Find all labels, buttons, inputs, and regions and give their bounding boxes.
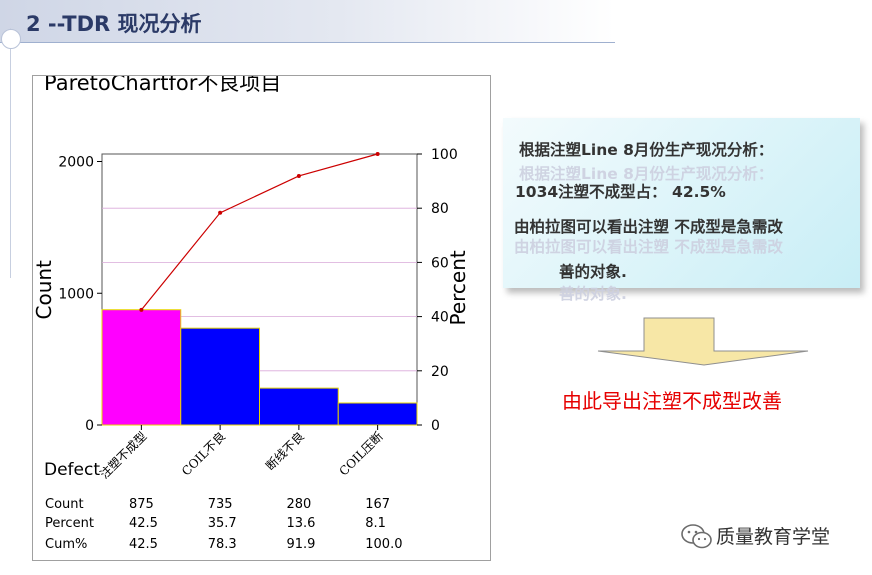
right-tick-label: 40: [431, 310, 449, 326]
cumulative-point-1: [139, 307, 144, 312]
cumulative-point-3: [296, 173, 301, 178]
plot-area: 0 1000 2000 0 20 40 60 80 100 注塑不成型 COIL不良 断线不良 COIL…: [58, 147, 457, 482]
data-table: Count 875 735 280 167 Percent 42.5 35.7 13.6 8.1 C…: [45, 497, 402, 552]
analysis-line1-reflection: 根据注塑Line 8月份生产现况分析：: [519, 165, 774, 183]
left-tick-label: 1000: [58, 286, 94, 302]
chart-title: ParetoChartfor不良项目: [44, 76, 281, 95]
left-tick-label: 0: [85, 418, 94, 434]
watermark-text: 质量教育学堂: [716, 526, 831, 548]
cumulative-point-2: [218, 210, 223, 215]
analysis-line4-reflection: 善的对象.: [559, 285, 627, 303]
analysis-line4: 善的对象.: [559, 263, 627, 281]
cumulative-line: [140, 153, 378, 311]
slide-title: 2 --TDR 现况分析: [26, 12, 202, 36]
table-cell: 42.5: [129, 537, 158, 552]
right-tick-label: 20: [431, 364, 449, 380]
table-cell: 13.6: [287, 516, 316, 531]
y-axis-label-right: Percent: [446, 250, 470, 325]
analysis-line1: 根据注塑Line 8月份生产现况分析：: [519, 141, 774, 159]
decorative-line: [10, 28, 11, 278]
wechat-icon: [681, 524, 712, 549]
category-label-2: COIL不良: [178, 429, 228, 479]
conclusion-text: 由此导出注塑不成型改善: [562, 389, 782, 413]
pareto-chart: ParetoChartfor不良项目 0 1000 2000 0 20 40 60 80 100…: [33, 76, 470, 552]
pareto-chart-frame: ParetoChartfor不良项目 0 1000 2000 0 20 40 60 80 100…: [32, 75, 491, 561]
table-cell: 100.0: [365, 537, 402, 552]
cumulative-point-4: [375, 152, 380, 156]
decorative-circle: [1, 29, 21, 49]
defect-header: Defect: [44, 460, 100, 480]
table-row-label: Cum%: [45, 537, 87, 552]
table-cell: 78.3: [208, 537, 237, 552]
left-tick-label: 2000: [58, 155, 94, 171]
analysis-line3: 由柏拉图可以看出注塑 不成型是急需改: [514, 218, 783, 236]
table-row-label: Percent: [45, 516, 94, 531]
table-row-label: Count: [45, 497, 84, 512]
bar-2: [180, 327, 260, 426]
analysis-line2: 1034注塑不成型占： 42.5%: [515, 183, 726, 201]
category-label-1: 注塑不成型: [96, 429, 149, 482]
title-bar: [0, 0, 615, 42]
analysis-box: 根据注塑Line 8月份生产现况分析： 根据注塑Line 8月份生产现况分析： …: [503, 118, 860, 303]
title-underline: [0, 42, 615, 43]
right-tick-label: 60: [431, 255, 449, 271]
y-axis-label-left: Count: [33, 260, 56, 320]
table-cell: 167: [365, 497, 390, 512]
bar-4: [337, 402, 418, 426]
bar-3: [259, 387, 339, 426]
analysis-line3-reflection: 由柏拉图可以看出注塑 不成型是急需改: [514, 238, 783, 256]
category-label-4: COIL压断: [336, 429, 386, 479]
bar-1: [101, 309, 182, 426]
right-tick-label: 100: [431, 147, 458, 163]
table-cell: 280: [287, 497, 312, 512]
table-cell: 91.9: [287, 537, 316, 552]
right-tick-label: 0: [431, 418, 440, 434]
table-cell: 875: [129, 497, 154, 512]
table-cell: 8.1: [365, 516, 386, 531]
table-cell: 735: [208, 497, 233, 512]
category-label-3: 断线不良: [262, 429, 307, 474]
down-arrow-icon: [597, 317, 809, 366]
right-tick-label: 80: [431, 201, 449, 217]
table-cell: 35.7: [208, 516, 237, 531]
table-cell: 42.5: [129, 516, 158, 531]
